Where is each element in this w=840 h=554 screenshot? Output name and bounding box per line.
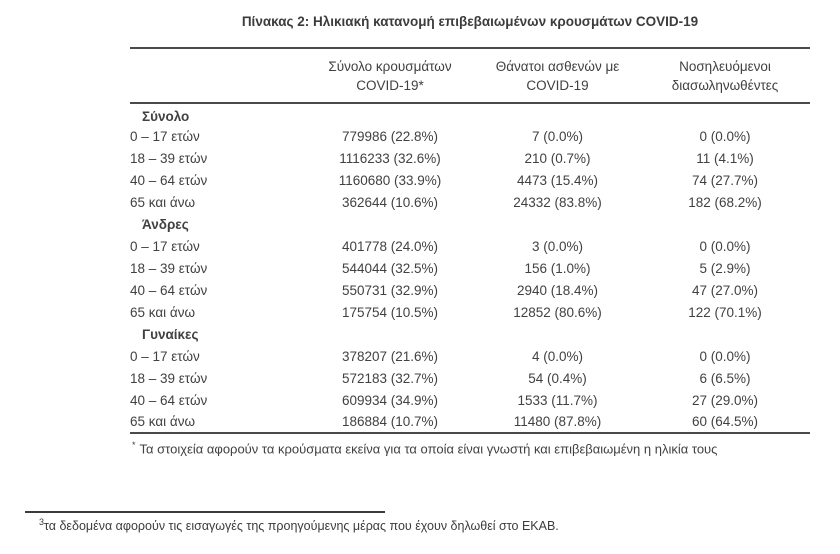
- deaths-value: 4473 (15.4%): [516, 172, 599, 188]
- table-row: 18 – 39 ετών 572183 (32.7%) 54 (0.4%) 6 …: [130, 367, 810, 389]
- page-footnote: 3τα δεδομένα αφορούν τις εισαγωγές της π…: [25, 511, 559, 533]
- table-title: Πίνακας 2: Ηλικιακή κατανομή επιβεβαιωμέ…: [241, 14, 699, 29]
- header-row: Σύνολο κρουσμάτων COVID-19* Θάνατοι ασθε…: [130, 48, 810, 103]
- footnote-divider: [25, 511, 385, 513]
- cases-value: 609934 (34.9%): [341, 392, 439, 408]
- section-row-total: Σύνολο: [130, 103, 810, 125]
- age-label: 18 – 39 ετών: [130, 260, 208, 276]
- age-label: 65 και άνω: [130, 304, 196, 320]
- cases-value: 544044 (32.5%): [341, 260, 439, 276]
- age-label: 18 – 39 ετών: [130, 150, 208, 166]
- table-row: 0 – 17 ετών 401778 (24.0%) 3 (0.0%) 0 (0…: [130, 235, 810, 257]
- section-row-women: Γυναίκες: [130, 323, 810, 345]
- section-label: Άνδρες: [142, 216, 189, 232]
- header-deaths: Θάνατοι ασθενών με COVID-19: [495, 58, 620, 93]
- intubated-value: 74 (27.7%): [691, 172, 759, 188]
- table-row: 65 και άνω 175754 (10.5%) 12852 (80.6%) …: [130, 301, 810, 323]
- deaths-value: 24332 (83.8%): [513, 194, 602, 210]
- intubated-value: 47 (27.0%): [691, 282, 759, 298]
- cases-value: 378207 (21.6%): [341, 348, 439, 364]
- header-total-cases: Σύνολο κρουσμάτων COVID-19*: [328, 58, 452, 93]
- age-label: 65 και άνω: [130, 414, 196, 429]
- cases-value: 550731 (32.9%): [341, 282, 439, 298]
- table-footnote: * Τα στοιχεία αφορούν τα κρούσματα εκείνα…: [130, 440, 810, 456]
- intubated-value: 27 (29.0%): [691, 392, 759, 408]
- cases-value: 1116233 (32.6%): [339, 150, 441, 166]
- deaths-value: 4 (0.0%): [531, 348, 584, 364]
- section-label: Σύνολο: [142, 108, 190, 124]
- age-label: 0 – 17 ετών: [130, 348, 200, 364]
- cases-value: 175754 (10.5%): [341, 304, 439, 320]
- intubated-value: 182 (68.2%): [688, 194, 762, 210]
- covid-age-distribution-table: Σύνολο κρουσμάτων COVID-19* Θάνατοι ασθε…: [130, 47, 810, 434]
- deaths-value: 11480 (87.8%): [513, 414, 602, 429]
- deaths-value: 210 (0.7%): [524, 150, 591, 166]
- footnote-text: Τα στοιχεία αφορούν τα κρούσματα εκείνα …: [139, 441, 718, 457]
- footnote-number: 3: [39, 517, 45, 527]
- table-body: Σύνολο 0 – 17 ετών 779986 (22.8%) 7 (0.0…: [130, 103, 810, 433]
- table-row: 0 – 17 ετών 779986 (22.8%) 7 (0.0%) 0 (0…: [130, 125, 810, 147]
- document-body: Πίνακας 2: Ηλικιακή κατανομή επιβεβαιωμέ…: [130, 0, 810, 456]
- intubated-value: 6 (6.5%): [699, 370, 751, 386]
- intubated-value: 0 (0.0%): [699, 348, 751, 364]
- age-label: 65 και άνω: [130, 194, 196, 210]
- intubated-value: 60 (64.5%): [691, 414, 759, 429]
- cases-value: 186884 (10.7%): [341, 414, 439, 429]
- table-row: 40 – 64 ετών 550731 (32.9%) 2940 (18.4%)…: [130, 279, 810, 301]
- table-row: 65 και άνω 186884 (10.7%) 11480 (87.8%) …: [130, 411, 810, 433]
- section-label: Γυναίκες: [142, 326, 199, 342]
- intubated-value: 5 (2.9%): [699, 260, 751, 276]
- cases-value: 779986 (22.8%): [341, 128, 439, 144]
- footnote-asterisk: *: [132, 440, 136, 450]
- deaths-value: 12852 (80.6%): [513, 304, 602, 320]
- cases-value: 572183 (32.7%): [341, 370, 439, 386]
- table-row: 40 – 64 ετών 609934 (34.9%) 1533 (11.7%)…: [130, 389, 810, 411]
- age-label: 18 – 39 ετών: [130, 370, 208, 386]
- intubated-value: 0 (0.0%): [699, 238, 751, 254]
- table-row: 40 – 64 ετών 1160680 (33.9%) 4473 (15.4%…: [130, 169, 810, 191]
- section-row-men: Άνδρες: [130, 213, 810, 235]
- header-intubated: Νοσηλευόμενοι διασωληνωθέντες: [671, 58, 779, 93]
- deaths-value: 3 (0.0%): [531, 238, 584, 254]
- deaths-value: 7 (0.0%): [531, 128, 584, 144]
- age-label: 0 – 17 ετών: [130, 128, 200, 144]
- deaths-value: 1533 (11.7%): [517, 392, 598, 408]
- deaths-value: 54 (0.4%): [528, 370, 587, 386]
- table-header: Σύνολο κρουσμάτων COVID-19* Θάνατοι ασθε…: [130, 48, 810, 103]
- table-row: 18 – 39 ετών 1116233 (32.6%) 210 (0.7%) …: [130, 147, 810, 169]
- page-footnote-text: 3τα δεδομένα αφορούν τις εισαγωγές της π…: [39, 517, 559, 533]
- table-row: 0 – 17 ετών 378207 (21.6%) 4 (0.0%) 0 (0…: [130, 345, 810, 367]
- cases-value: 362644 (10.6%): [341, 194, 439, 210]
- age-label: 0 – 17 ετών: [130, 238, 200, 254]
- page-footnote-body: τα δεδομένα αφορούν τις εισαγωγές της πρ…: [44, 519, 559, 534]
- cases-value: 401778 (24.0%): [341, 238, 439, 254]
- intubated-value: 11 (4.1%): [696, 150, 754, 166]
- deaths-value: 2940 (18.4%): [516, 282, 599, 298]
- age-label: 40 – 64 ετών: [130, 392, 208, 408]
- intubated-value: 122 (70.1%): [688, 304, 762, 320]
- deaths-value: 156 (1.0%): [524, 260, 591, 276]
- age-label: 40 – 64 ετών: [130, 282, 208, 298]
- age-label: 40 – 64 ετών: [130, 172, 208, 188]
- table-row: 18 – 39 ετών 544044 (32.5%) 156 (1.0%) 5…: [130, 257, 810, 279]
- table-row: 65 και άνω 362644 (10.6%) 24332 (83.8%) …: [130, 191, 810, 213]
- header-empty: [130, 48, 305, 103]
- intubated-value: 0 (0.0%): [699, 128, 751, 144]
- cases-value: 1160680 (33.9%): [338, 172, 442, 188]
